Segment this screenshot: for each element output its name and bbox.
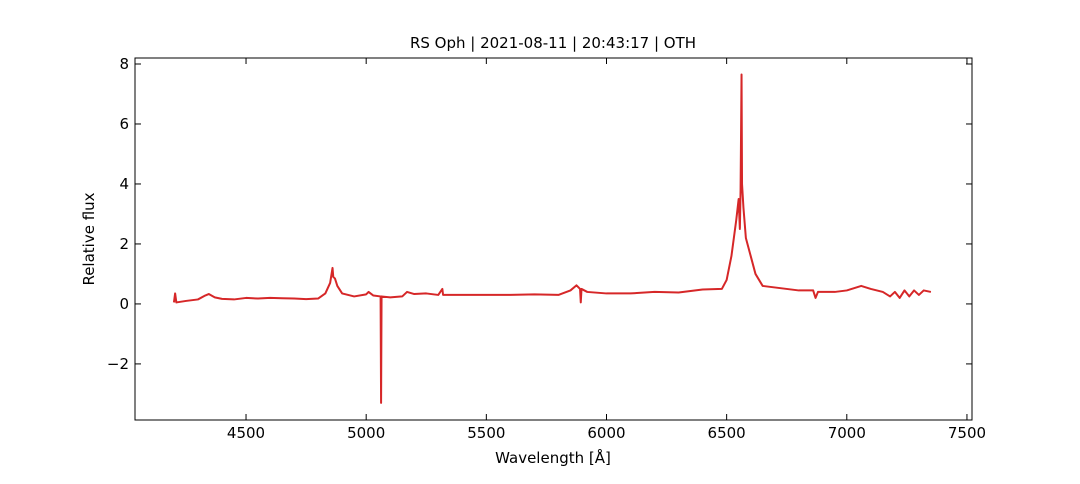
- x-tick-label: 7500: [948, 424, 986, 442]
- y-tick-label: 0: [119, 295, 129, 313]
- x-tick-label: 6500: [708, 424, 746, 442]
- y-tick-label: −2: [107, 355, 129, 373]
- y-tick-label: 6: [119, 115, 129, 133]
- plot-frame: [134, 57, 973, 421]
- chart-title: RS Oph | 2021-08-11 | 20:43:17 | OTH: [410, 34, 696, 52]
- x-tick-label: 6000: [587, 424, 625, 442]
- spectrum-line: [172, 73, 932, 404]
- x-tick-label: 5000: [347, 424, 385, 442]
- x-axis-label: Wavelength [Å]: [495, 448, 611, 467]
- y-tick-label: 4: [119, 175, 129, 193]
- x-tick-label: 4500: [227, 424, 265, 442]
- x-tick-label: 5500: [467, 424, 505, 442]
- y-axis-label: Relative flux: [80, 192, 98, 285]
- x-tick-label: 7000: [828, 424, 866, 442]
- y-tick-label: 2: [119, 235, 129, 253]
- y-tick-label: 8: [119, 55, 129, 73]
